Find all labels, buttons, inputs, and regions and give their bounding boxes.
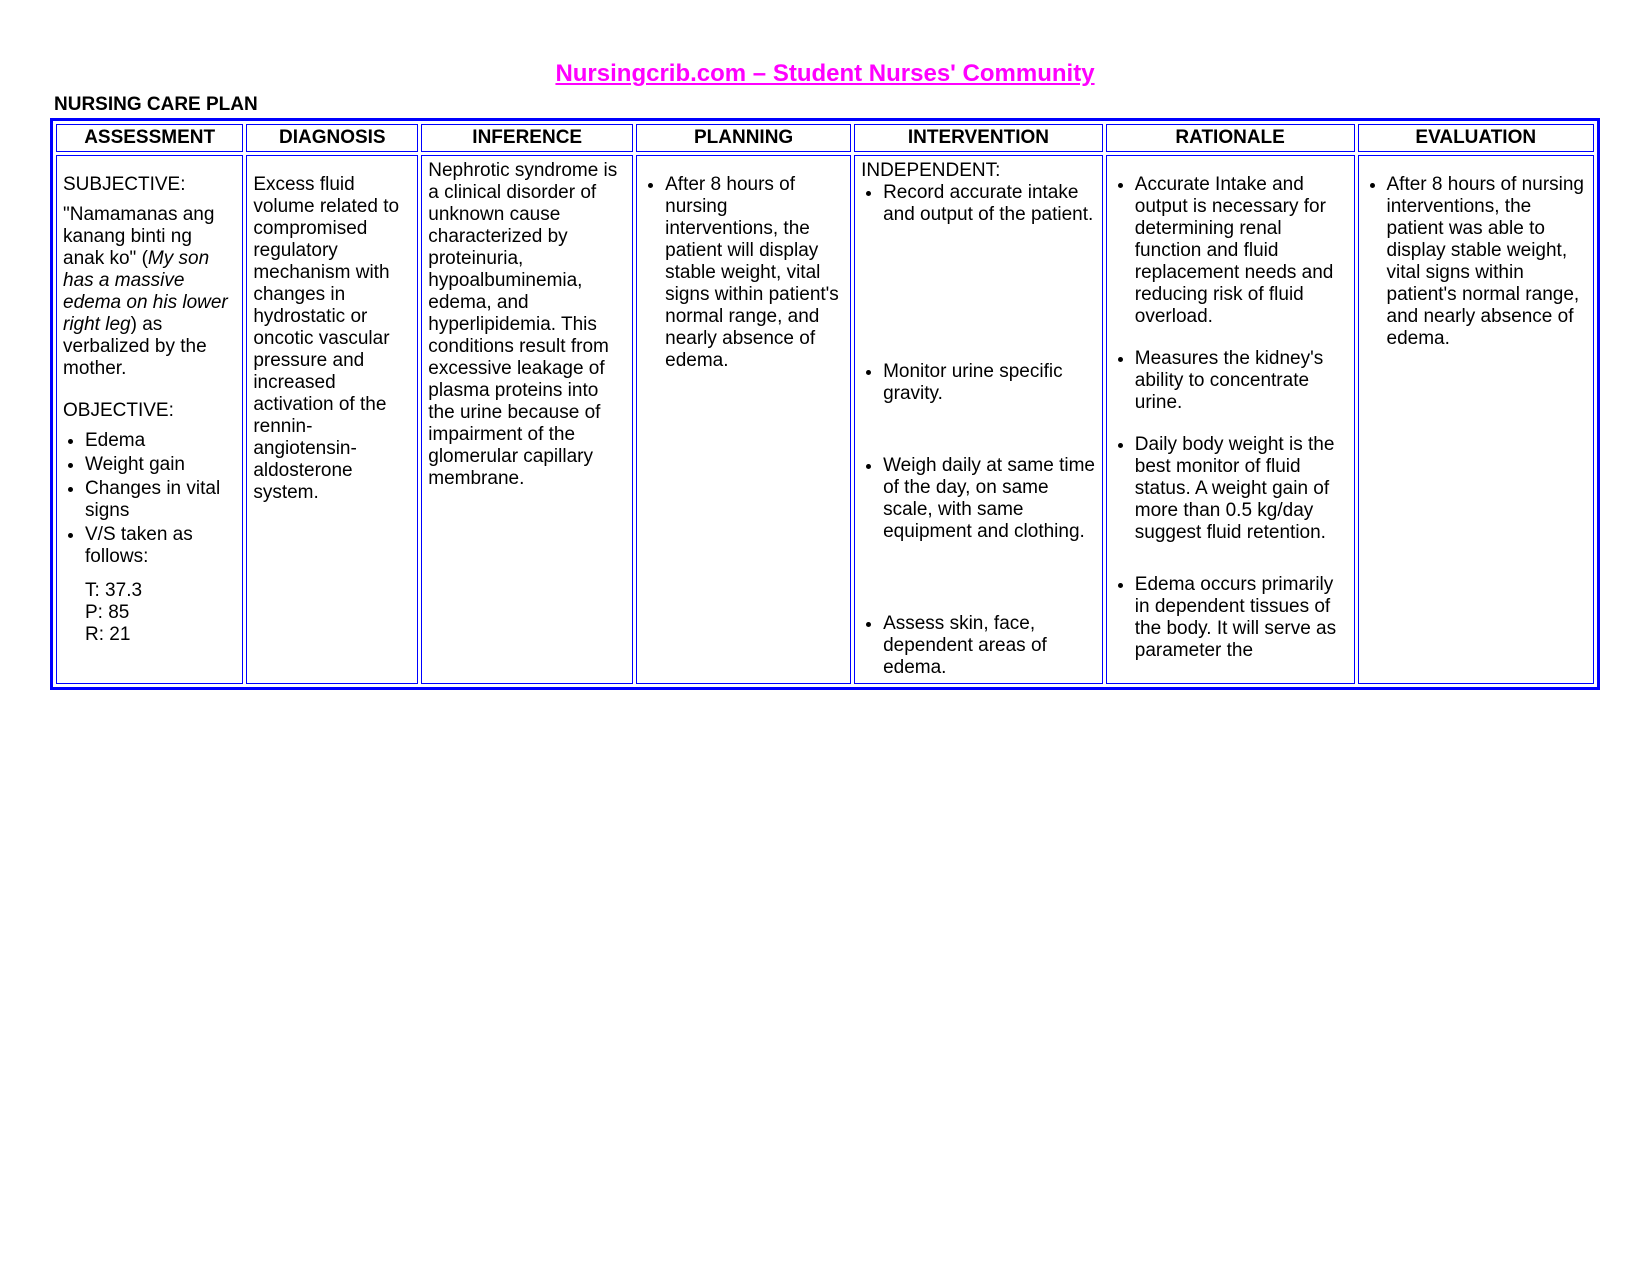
rationale-list: Accurate Intake and output is necessary … [1113, 174, 1348, 662]
col-intervention: INTERVENTION [854, 124, 1103, 152]
intervention-list: Record accurate intake and output of the… [861, 182, 1096, 679]
inference-text: Nephrotic syndrome is a clinical disorde… [428, 160, 626, 490]
objective-list: Edema Weight gain Changes in vital signs… [63, 430, 236, 568]
intervention-item: Monitor urine specific gravity. [883, 361, 1096, 405]
subjective-label: SUBJECTIVE: [63, 174, 236, 196]
cell-evaluation: After 8 hours of nursing interventions, … [1358, 155, 1595, 684]
header-link-container: Nursingcrib.com – Student Nurses' Commun… [50, 60, 1600, 88]
col-evaluation: EVALUATION [1358, 124, 1595, 152]
objective-item: Changes in vital signs [85, 478, 236, 522]
vital-r: R: 21 [85, 624, 236, 646]
evaluation-list: After 8 hours of nursing interventions, … [1365, 174, 1588, 350]
col-rationale: RATIONALE [1106, 124, 1355, 152]
col-planning: PLANNING [636, 124, 851, 152]
rationale-item: Edema occurs primarily in dependent tiss… [1135, 574, 1348, 662]
planning-list: After 8 hours of nursing interventions, … [643, 174, 844, 372]
diagnosis-text: Excess fluid volume related to compromis… [253, 174, 411, 504]
objective-label: OBJECTIVE: [63, 400, 236, 422]
rationale-item: Daily body weight is the best monitor of… [1135, 434, 1348, 544]
cell-inference: Nephrotic syndrome is a clinical disorde… [421, 155, 633, 684]
subjective-text: "Namamanas ang kanang binti ng anak ko" … [63, 204, 236, 380]
cell-intervention: INDEPENDENT: Record accurate intake and … [854, 155, 1103, 684]
col-inference: INFERENCE [421, 124, 633, 152]
body-row: SUBJECTIVE: "Namamanas ang kanang binti … [56, 155, 1594, 684]
evaluation-item: After 8 hours of nursing interventions, … [1387, 174, 1588, 350]
cell-planning: After 8 hours of nursing interventions, … [636, 155, 851, 684]
cell-diagnosis: Excess fluid volume related to compromis… [246, 155, 418, 684]
col-assessment: ASSESSMENT [56, 124, 243, 152]
cell-assessment: SUBJECTIVE: "Namamanas ang kanang binti … [56, 155, 243, 684]
intervention-item: Assess skin, face, dependent areas of ed… [883, 613, 1096, 679]
community-link[interactable]: Nursingcrib.com – Student Nurses' Commun… [555, 60, 1094, 87]
header-row: ASSESSMENT DIAGNOSIS INFERENCE PLANNING … [56, 124, 1594, 152]
rationale-item: Accurate Intake and output is necessary … [1135, 174, 1348, 328]
planning-item: After 8 hours of nursing interventions, … [665, 174, 844, 372]
plan-title: NURSING CARE PLAN [54, 94, 1600, 116]
objective-item: Weight gain [85, 454, 236, 476]
intervention-item: Record accurate intake and output of the… [883, 182, 1096, 226]
objective-item: V/S taken as follows: [85, 524, 236, 568]
care-plan-table: ASSESSMENT DIAGNOSIS INFERENCE PLANNING … [50, 118, 1600, 690]
intervention-heading: INDEPENDENT: [861, 160, 1096, 182]
col-diagnosis: DIAGNOSIS [246, 124, 418, 152]
intervention-item: Weigh daily at same time of the day, on … [883, 455, 1096, 543]
objective-item: Edema [85, 430, 236, 452]
vital-t: T: 37.3 [85, 580, 236, 602]
rationale-item: Measures the kidney's ability to concent… [1135, 348, 1348, 414]
vital-p: P: 85 [85, 602, 236, 624]
cell-rationale: Accurate Intake and output is necessary … [1106, 155, 1355, 684]
